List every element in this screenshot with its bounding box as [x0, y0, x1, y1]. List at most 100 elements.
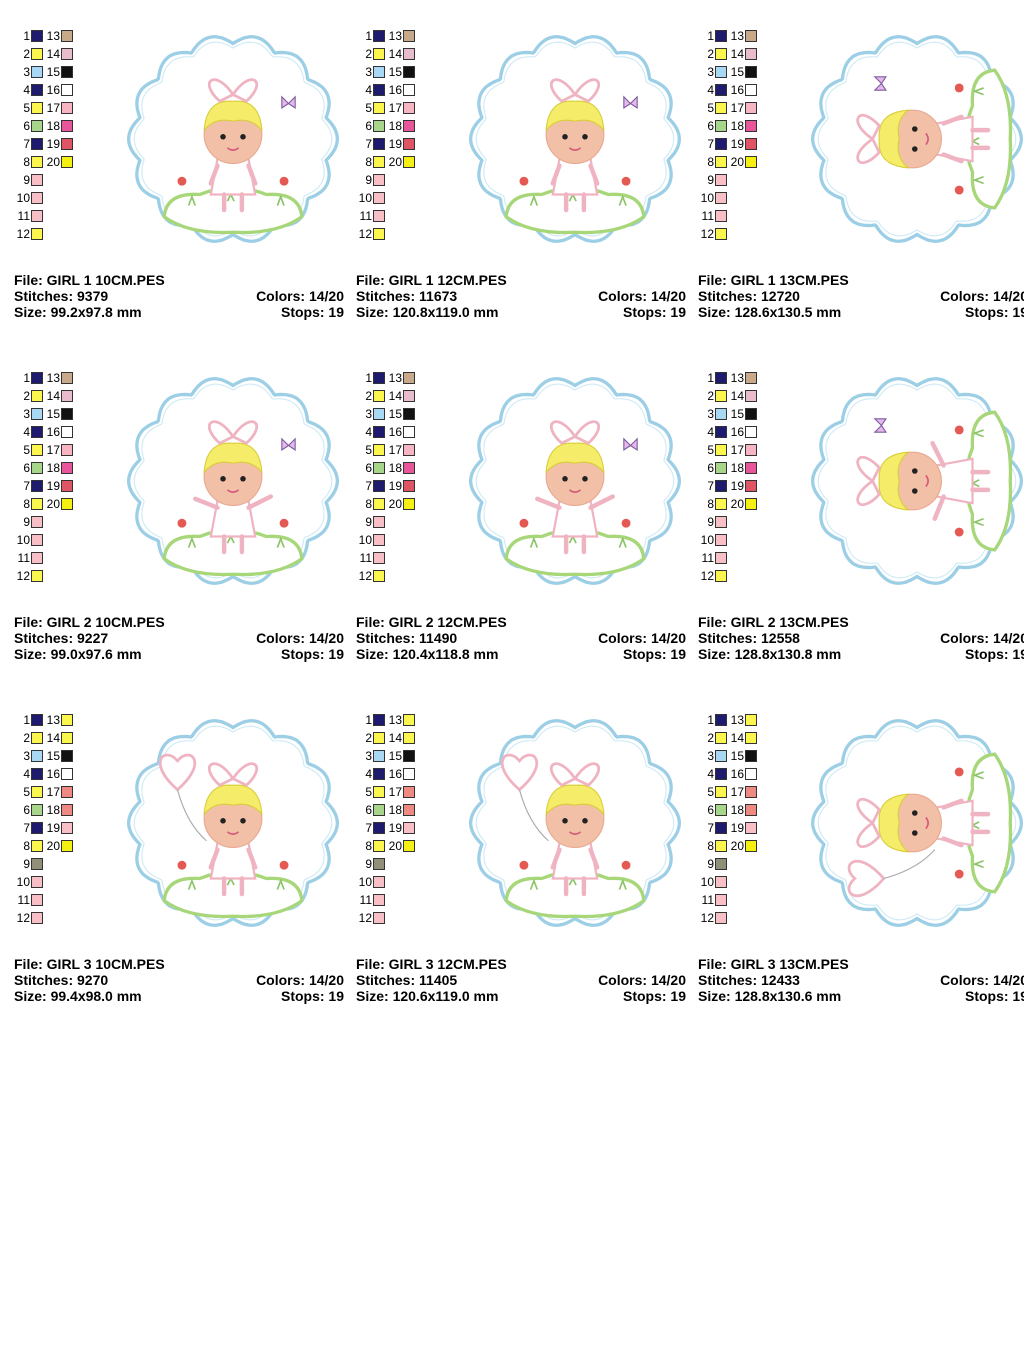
- color-number: 10: [16, 533, 30, 547]
- color-number: 10: [16, 875, 30, 889]
- color-swatch: [715, 750, 727, 762]
- color-legend-row: 16: [386, 424, 415, 440]
- color-number: 15: [730, 749, 744, 763]
- color-number: 20: [730, 497, 744, 511]
- color-legend-row: 18: [728, 118, 757, 134]
- color-number: 19: [46, 479, 60, 493]
- raised-arms: [535, 494, 615, 510]
- stitch-count: Stitches: 11490: [356, 630, 458, 646]
- color-swatch: [715, 768, 727, 780]
- color-legend-row: 14: [386, 46, 415, 62]
- color-swatch: [61, 498, 73, 510]
- color-swatch: [745, 84, 757, 96]
- color-swatch: [373, 66, 385, 78]
- color-number: 20: [46, 839, 60, 853]
- design-info: File: GIRL 1 13CM.PES Stitches: 12720 Colo…: [698, 272, 1024, 320]
- color-legend-row: 2: [14, 388, 43, 404]
- design-preview: [122, 712, 344, 934]
- color-number: 12: [700, 911, 714, 925]
- color-legend-row: 2: [14, 46, 43, 62]
- embroidery-design-image: [468, 377, 682, 585]
- design-size: Size: 99.4x98.0 mm: [14, 988, 142, 1004]
- color-swatch: [715, 372, 727, 384]
- design-card: 1 2 3 4 5 6 7 8 9 10 11 12 13 14 15 16 17 18 19 20 File: GIR…: [698, 28, 1024, 358]
- hair: [203, 784, 263, 816]
- color-swatch: [403, 786, 415, 798]
- color-legend-row: 4: [14, 82, 43, 98]
- color-swatch: [373, 408, 385, 420]
- color-legend-row: 19: [728, 478, 757, 494]
- design-size: Size: 128.8x130.6 mm: [698, 988, 842, 1004]
- color-swatch: [373, 786, 385, 798]
- color-number: 8: [365, 497, 372, 511]
- color-swatch: [745, 498, 757, 510]
- color-legend-row: 17: [44, 100, 73, 116]
- color-number: 14: [730, 731, 744, 745]
- color-number: 12: [358, 227, 372, 241]
- legs: [563, 534, 587, 555]
- color-number: 11: [359, 893, 372, 907]
- color-number: 9: [707, 173, 714, 187]
- color-number: 11: [701, 893, 714, 907]
- color-number: 13: [730, 713, 744, 727]
- smile: [226, 147, 240, 151]
- raised-arms: [930, 441, 946, 521]
- hair-bow: [550, 762, 600, 787]
- color-number: 2: [707, 389, 714, 403]
- color-legend-row: 1: [14, 370, 43, 386]
- color-number: 3: [23, 407, 30, 421]
- file-name: File: GIRL 3 12CM.PES: [356, 956, 507, 972]
- embroidery-design-image: [810, 35, 1024, 243]
- color-legend-row: 10: [356, 874, 385, 890]
- color-swatch: [373, 714, 385, 726]
- color-count: Colors: 14/20: [256, 630, 344, 646]
- color-swatch: [31, 732, 43, 744]
- color-legend-row: 13: [728, 28, 757, 44]
- color-swatch: [61, 786, 73, 798]
- color-legend-row: 1: [14, 28, 43, 44]
- hair: [878, 793, 910, 853]
- file-name: File: GIRL 1 12CM.PES: [356, 272, 507, 288]
- color-swatch: [373, 462, 385, 474]
- color-legend-row: 15: [386, 748, 415, 764]
- color-number: 10: [358, 875, 372, 889]
- balloon-string: [518, 789, 549, 842]
- color-swatch: [403, 48, 415, 60]
- color-legend-row: 3: [356, 64, 385, 80]
- color-legend-row: 8: [14, 154, 43, 170]
- color-swatch: [745, 804, 757, 816]
- color-number: 10: [358, 191, 372, 205]
- color-swatch: [31, 786, 43, 798]
- color-legend-row: 15: [386, 406, 415, 422]
- color-legend-row: 4: [698, 766, 727, 782]
- color-swatch: [373, 30, 385, 42]
- color-swatch: [403, 444, 415, 456]
- color-swatch: [61, 714, 73, 726]
- color-number: 12: [700, 227, 714, 241]
- color-number: 1: [365, 371, 372, 385]
- eye-right: [240, 134, 246, 140]
- size-line: Size: 99.4x98.0 mm Stops: 19: [14, 988, 344, 1004]
- color-number: 19: [730, 821, 744, 835]
- color-number: 8: [707, 155, 714, 169]
- color-legend-row: 1: [698, 712, 727, 728]
- color-swatch: [403, 408, 415, 420]
- hair-bow: [208, 420, 258, 445]
- color-legend-row: 15: [44, 64, 73, 80]
- color-legend-row: 7: [698, 478, 727, 494]
- color-number: 9: [23, 173, 30, 187]
- color-legend-row: 5: [14, 784, 43, 800]
- grass-hill: [504, 186, 646, 235]
- color-swatch: [31, 372, 43, 384]
- grass-hill: [504, 528, 646, 577]
- color-legend-row: 9: [356, 856, 385, 872]
- color-swatch: [31, 426, 43, 438]
- color-number: 4: [23, 83, 30, 97]
- color-swatch: [61, 120, 73, 132]
- color-number: 9: [707, 515, 714, 529]
- color-swatch: [31, 174, 43, 186]
- color-number: 5: [707, 443, 714, 457]
- color-legend-row: 6: [14, 118, 43, 134]
- color-swatch: [715, 66, 727, 78]
- color-legend-row: 17: [728, 100, 757, 116]
